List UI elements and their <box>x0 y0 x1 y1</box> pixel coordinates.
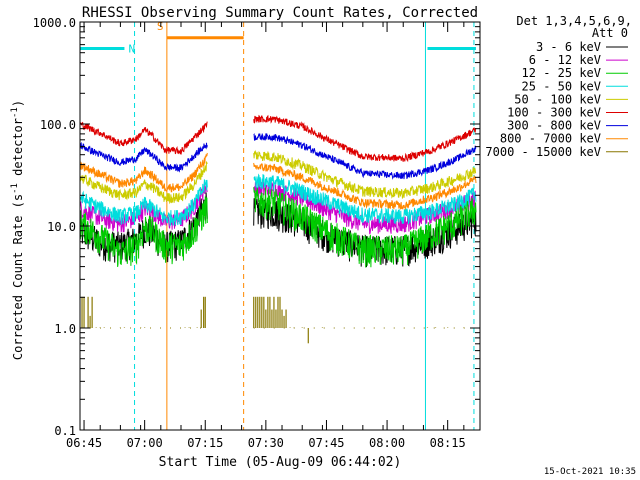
x-tick-label-1: 07:00 <box>127 436 163 450</box>
series-4-segment-1 <box>253 149 477 199</box>
y-tick-label-4: 0.1 <box>54 424 76 438</box>
series-6-segment-1 <box>253 133 477 180</box>
series-6-segment-0 <box>79 141 208 173</box>
series-5-segment-0 <box>79 121 208 155</box>
x-tick-label-4: 07:45 <box>308 436 344 450</box>
legend-label-0: 3 - 6 keV <box>536 40 601 54</box>
legend-label-4: 50 - 100 keV <box>514 92 601 106</box>
legend-label-2: 12 - 25 keV <box>522 66 601 80</box>
x-tick-label-2: 07:15 <box>187 436 223 450</box>
series-7-segment-0 <box>79 152 208 193</box>
series-7-segment-1 <box>253 162 477 211</box>
y-axis-label-main: Corrected Count Rate (s <box>11 194 25 360</box>
series-2-segment-0 <box>79 196 208 267</box>
series-3-segment-0 <box>79 179 208 227</box>
y-axis-label: Corrected Count Rate (s-1 detector-1) <box>10 100 25 360</box>
chart-title: RHESSI Observing Summary Count Rates, Co… <box>82 5 478 21</box>
legend-label-1: 6 - 12 keV <box>529 53 601 67</box>
x-tick-label-3: 07:30 <box>248 436 284 450</box>
legend-header-detectors: Det 1,3,4,5,6,9, <box>516 14 632 28</box>
series-5-segment-1 <box>253 114 477 163</box>
y-tick-label-3: 1.0 <box>54 322 76 336</box>
legend-label-6: 300 - 800 keV <box>507 119 601 133</box>
y-axis-label-sup1: -1 <box>10 183 20 194</box>
timestamp: 15-Oct-2021 10:35 <box>544 467 636 477</box>
legend-header-attenuator: Att 0 <box>592 26 628 40</box>
y-axis-label-sup2: -1 <box>10 107 20 118</box>
x-tick-label-0: 06:45 <box>66 436 102 450</box>
x-tick-label-6: 08:15 <box>430 436 466 450</box>
legend-label-8: 7000 - 15000 keV <box>485 145 601 159</box>
legend-label-3: 25 - 50 keV <box>522 79 601 93</box>
y-tick-label-0: 1000.0 <box>33 16 76 30</box>
mode-label-s: S <box>157 20 164 33</box>
legend-label-5: 100 - 300 keV <box>507 106 601 120</box>
series-2-segment-1 <box>253 187 477 268</box>
legend-label-7: 800 - 7000 keV <box>500 132 601 146</box>
axes: 1000.0 100.0 10.0 1.0 0.106:45 07:00 07:15 07:3… <box>33 16 481 450</box>
y-tick-label-1: 100.0 <box>40 118 76 132</box>
plot-area: NS <box>79 20 477 430</box>
x-tick-label-5: 08:00 <box>369 436 405 450</box>
series-4-segment-0 <box>79 160 208 205</box>
y-axis-label-end: ) <box>11 100 25 107</box>
mode-label-n: N <box>128 42 135 55</box>
y-axis-label-mid: detector <box>11 118 25 183</box>
y-tick-label-2: 10.0 <box>47 220 76 234</box>
series-3-segment-1 <box>253 173 477 225</box>
x-axis-label: Start Time (05-Aug-09 06:44:02) <box>159 455 402 470</box>
